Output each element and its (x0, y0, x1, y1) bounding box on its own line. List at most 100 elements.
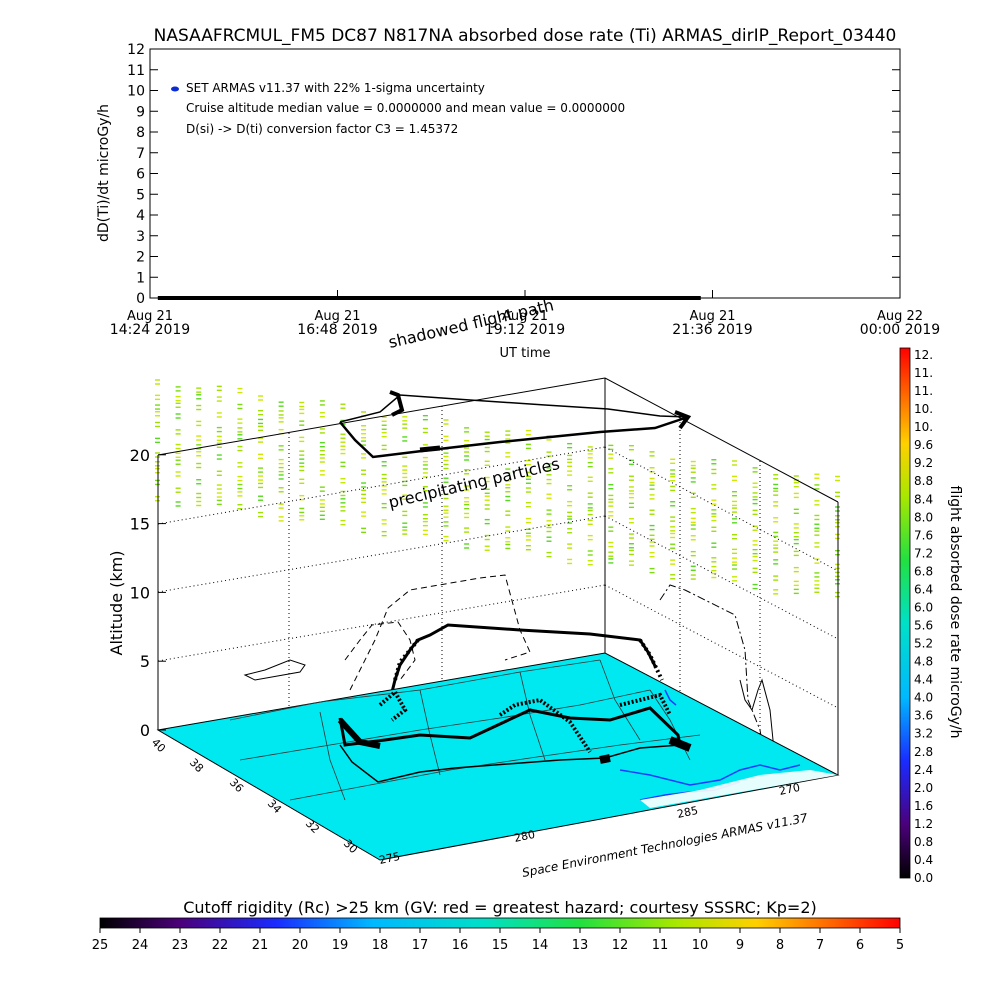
timeseries-y-label: dD(Ti)/dt microGy/h (96, 104, 112, 242)
shadowed-flight-path (243, 574, 776, 761)
lon-tick: 285 (676, 804, 699, 821)
altitude-tick-label: 0 (140, 721, 150, 740)
dose-colorbar-tick: 8.0 (914, 510, 933, 524)
dose-colorbar-tick: 6.8 (914, 564, 933, 578)
dose-colorbar-tick: 10. (914, 420, 933, 434)
rigidity-tick-label: 10 (692, 938, 709, 953)
dose-colorbar-tick: 8.4 (914, 492, 933, 506)
x-tick-time: 21:36 2019 (672, 322, 752, 338)
rigidity-tick-label: 15 (492, 938, 509, 953)
altitude-ticks: 0 5 10 15 20 (130, 446, 166, 740)
x-tick-time: 19:12 2019 (485, 322, 565, 338)
dose-rate-colorbar-label: flight absorbed dose rate microGy/h (947, 486, 963, 739)
cutoff-rigidity-label: Cutoff rigidity (Rc) >25 km (GV: red = g… (183, 898, 817, 917)
dose-colorbar-tick: 4.0 (914, 691, 933, 705)
y-tick-label: 0 (136, 291, 145, 307)
x-tick-time: 14:24 2019 (110, 322, 190, 338)
cutoff-rigidity-ticks: 25 24 23 22 21 20 19 18 17 16 15 14 13 12 11 10 9 8 7 6 5 (92, 928, 904, 953)
y-tick-label: 5 (136, 187, 145, 203)
dose-colorbar-tick: 7.2 (914, 546, 933, 560)
x-tick-date: Aug 21 (502, 309, 548, 324)
lat-tick: 38 (187, 756, 206, 775)
y-tick-label: 1 (136, 270, 145, 286)
longitude-ticks: 275 280 285 270 (378, 781, 801, 867)
dose-colorbar-tick: 5.6 (914, 619, 933, 633)
rigidity-tick-label: 23 (172, 938, 189, 953)
y-tick-label: 8 (136, 125, 145, 141)
rigidity-tick-label: 16 (452, 938, 469, 953)
rigidity-tick-label: 20 (292, 938, 309, 953)
x-tick-date: Aug 22 (877, 309, 923, 324)
altitude-tick-label: 10 (130, 583, 150, 602)
dose-colorbar-tick: 7.6 (914, 528, 933, 542)
flight-path-top-projection (339, 390, 692, 459)
y-tick-label: 7 (136, 146, 145, 162)
y-tick-label: 6 (136, 167, 145, 183)
rigidity-tick-label: 25 (92, 938, 109, 953)
altitude-axis-label: Altitude (km) (107, 551, 126, 656)
cutoff-rigidity-colorbar: Cutoff rigidity (Rc) >25 km (GV: red = g… (92, 898, 904, 953)
annotation-cruise-altitude: Cruise altitude median value = 0.0000000… (186, 101, 625, 115)
dose-colorbar-tick: 0.4 (914, 853, 933, 867)
cutoff-rigidity-gradient (99, 917, 901, 929)
dose-rate-colorbar-gradient (899, 347, 911, 879)
altitude-tick-label: 5 (140, 652, 150, 671)
y-tick-label: 10 (127, 84, 145, 100)
rigidity-tick-label: 8 (776, 938, 784, 953)
precipitating-particle-markers (155, 379, 840, 598)
x-tick-time: 16:48 2019 (297, 322, 377, 338)
x-tick-time: 00:00 2019 (860, 322, 940, 338)
altitude-tick-label: 15 (130, 515, 150, 534)
dose-colorbar-tick: 6.4 (914, 582, 933, 596)
dose-colorbar-tick: 2.0 (914, 781, 933, 795)
lat-tick: 40 (149, 736, 168, 755)
y-tick-label: 9 (136, 104, 145, 120)
dose-colorbar-tick: 4.8 (914, 655, 933, 669)
lon-tick: 270 (778, 781, 801, 798)
rigidity-tick-label: 19 (332, 938, 349, 953)
x-tick-date: Aug 21 (127, 309, 173, 324)
dose-colorbar-tick: 0.8 (914, 835, 933, 849)
flight-path-ground-track (337, 688, 692, 783)
y-tick-label: 2 (136, 250, 145, 266)
x-tick-date: Aug 21 (689, 309, 735, 324)
gulf-water (640, 770, 838, 808)
dose-colorbar-tick: 6.0 (914, 600, 933, 614)
dose-colorbar-tick: 1.6 (914, 799, 933, 813)
timeseries-x-label: UT time (500, 346, 551, 361)
lon-tick: 280 (513, 828, 536, 845)
legend-marker (171, 86, 179, 92)
precipitating-particles-label: precipitating particles (387, 454, 562, 512)
map-borders (229, 659, 701, 801)
dose-colorbar-tick: 11. (914, 384, 933, 398)
dose-rate-colorbar: 12. 11. 11. 10. 10. 9.6 9.2 8.8 8.4 8.0 7.6 7.2 6.8 6… (899, 347, 963, 885)
dose-colorbar-tick: 11. (914, 366, 933, 380)
dose-colorbar-tick: 0.0 (914, 871, 933, 885)
annotation-conversion-factor: D(si) -> D(ti) conversion factor C3 = 1.… (186, 122, 458, 136)
dose-colorbar-tick: 8.8 (914, 474, 933, 488)
lon-tick: 275 (378, 850, 401, 867)
rigidity-tick-label: 5 (896, 938, 904, 953)
dose-colorbar-tick: 12. (914, 348, 933, 362)
dose-colorbar-tick: 1.2 (914, 817, 933, 831)
annotation-uncertainty: SET ARMAS v11.37 with 22% 1-sigma uncert… (186, 81, 485, 95)
y-tick-label: 3 (136, 229, 145, 245)
dose-colorbar-tick: 9.6 (914, 438, 933, 452)
flight-path-3d (388, 623, 664, 701)
dose-colorbar-tick: 4.4 (914, 673, 933, 687)
rigidity-tick-label: 12 (612, 938, 629, 953)
dose-colorbar-tick: 2.8 (914, 745, 933, 759)
dose-colorbar-tick: 9.2 (914, 456, 933, 470)
dose-colorbar-tick: 5.2 (914, 637, 933, 651)
y-tick-label: 4 (136, 208, 145, 224)
x-tick-date: Aug 21 (314, 309, 360, 324)
dose-colorbar-tick: 3.6 (914, 709, 933, 723)
altitude-tick-label: 20 (130, 446, 150, 465)
rigidity-tick-label: 21 (252, 938, 269, 953)
rigidity-tick-label: 18 (372, 938, 389, 953)
rigidity-tick-label: 24 (132, 938, 149, 953)
